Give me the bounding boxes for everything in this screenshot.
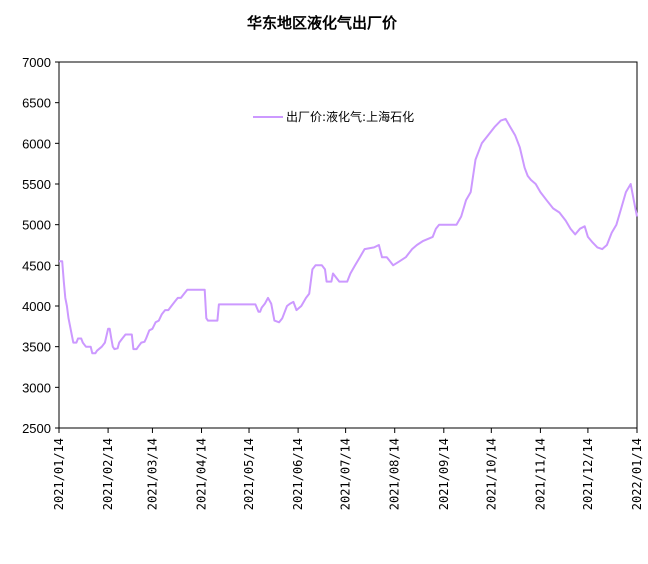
series-layer <box>59 117 638 355</box>
x-tick-label: 2021/11/14 <box>533 438 547 510</box>
x-tick-label: 2021/02/14 <box>101 438 115 510</box>
x-tick-label: 2022/01/14 <box>630 438 644 510</box>
x-tick-label: 2021/04/14 <box>195 438 209 510</box>
plot-area <box>58 61 638 429</box>
y-tick-label: 7000 <box>22 55 51 70</box>
series-line <box>59 117 638 355</box>
x-tick-label: 2021/01/14 <box>52 438 66 510</box>
y-tick-label: 3500 <box>22 340 51 355</box>
y-tick-label: 2500 <box>22 421 51 436</box>
x-tick-label: 2021/05/14 <box>242 438 256 510</box>
y-tick-label: 3000 <box>22 380 51 395</box>
y-tick-label: 4000 <box>22 299 51 314</box>
y-tick-label: 6000 <box>22 136 51 151</box>
x-tick-label: 2021/09/14 <box>437 438 451 510</box>
x-tick-label: 2021/12/14 <box>581 438 595 510</box>
y-tick-label: 5500 <box>22 177 51 192</box>
y-axis: 2500 3000 3500 4000 4500 5000 5500 6000 6500 7000 <box>22 55 59 436</box>
y-tick-label: 5000 <box>22 218 51 233</box>
legend: 出厂价:液化气:上海石化 <box>253 109 414 124</box>
x-axis: 2021/01/14 2021/02/14 2021/03/14 2021/04/14… <box>52 428 644 510</box>
chart-title: 华东地区液化气出厂价 <box>247 14 398 32</box>
y-tick-label: 4500 <box>22 258 51 273</box>
y-tick-label: 6500 <box>22 96 51 111</box>
x-tick-label: 2021/07/14 <box>339 438 353 510</box>
legend-label: 出厂价:液化气:上海石化 <box>286 109 414 124</box>
x-tick-label: 2021/10/14 <box>484 438 498 510</box>
x-tick-label: 2021/03/14 <box>145 438 159 510</box>
x-tick-label: 2021/08/14 <box>388 438 402 510</box>
x-tick-label: 2021/06/14 <box>291 438 305 510</box>
